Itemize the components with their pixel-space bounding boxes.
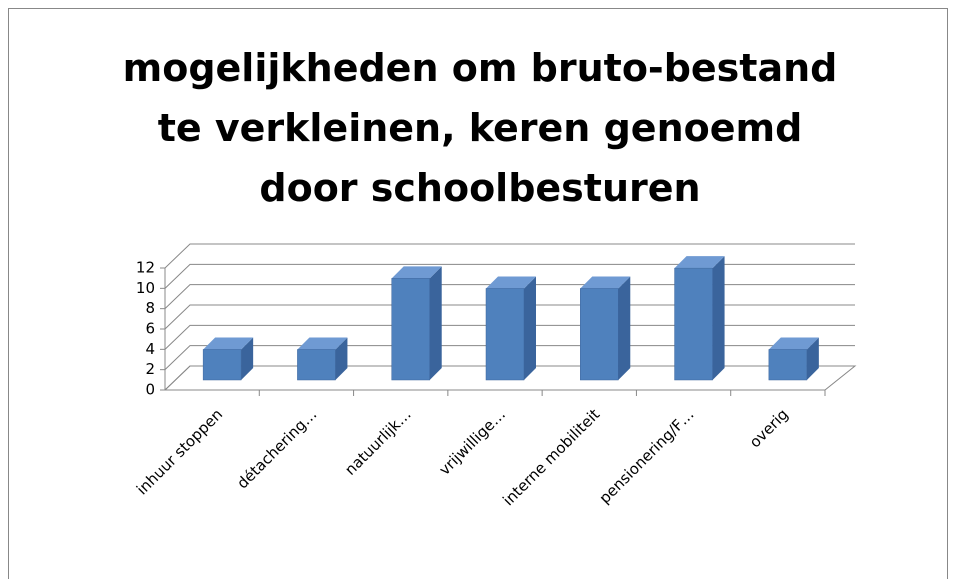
grid-line	[164, 304, 855, 330]
bar-top	[203, 337, 254, 350]
y-tick-label: 6	[145, 320, 155, 338]
bar-side	[806, 337, 819, 380]
bar-side	[618, 276, 631, 380]
bar	[297, 337, 348, 381]
bar-front	[202, 349, 242, 381]
grid-line	[164, 263, 855, 289]
bar-side	[524, 276, 536, 380]
y-tick-label: 10	[136, 279, 155, 297]
bar	[202, 337, 254, 381]
x-tick-label: interne mobiliteit	[499, 405, 603, 509]
grid-line	[164, 284, 855, 310]
bar-side	[335, 337, 348, 380]
y-tick-label: 4	[145, 340, 155, 358]
bar-top	[674, 256, 725, 269]
bar-front	[297, 349, 336, 381]
y-tick-label: 12	[136, 259, 155, 277]
bar-top	[391, 266, 442, 279]
grid-line	[164, 243, 855, 269]
grid-line	[164, 365, 855, 391]
bar-top	[486, 276, 536, 289]
y-tick-label: 8	[145, 299, 155, 317]
bar-front	[580, 288, 619, 381]
bar-front	[391, 278, 430, 381]
chart-frame	[8, 8, 948, 579]
x-tick-label: vrijwillige…	[435, 405, 509, 479]
bar-front	[768, 349, 808, 381]
bar	[391, 266, 442, 381]
bar-front	[485, 288, 525, 381]
x-tick-label: overig	[746, 405, 792, 451]
bar	[580, 276, 631, 381]
bar-top	[768, 337, 819, 350]
grid-line	[164, 324, 855, 350]
x-tick-label: pensionering/F…	[596, 405, 698, 507]
bar-front	[674, 267, 713, 381]
y-tick-label: 2	[145, 360, 155, 378]
x-tick-label: inhuur stoppen	[133, 405, 226, 498]
bar	[485, 276, 536, 381]
bar-side	[241, 337, 254, 380]
bar-top	[297, 337, 348, 350]
x-tick-label: détachering…	[233, 405, 320, 492]
bar-top	[580, 276, 631, 289]
grid-line	[164, 345, 855, 371]
y-tick-label: 0	[145, 381, 155, 399]
x-tick-label: natuurlijk…	[341, 405, 415, 479]
chart-title: mogelijkheden om bruto-bestand te verkle…	[122, 46, 838, 210]
bar	[674, 256, 725, 381]
bar	[768, 337, 819, 381]
bar-side	[429, 266, 442, 380]
bar-side	[712, 256, 725, 380]
